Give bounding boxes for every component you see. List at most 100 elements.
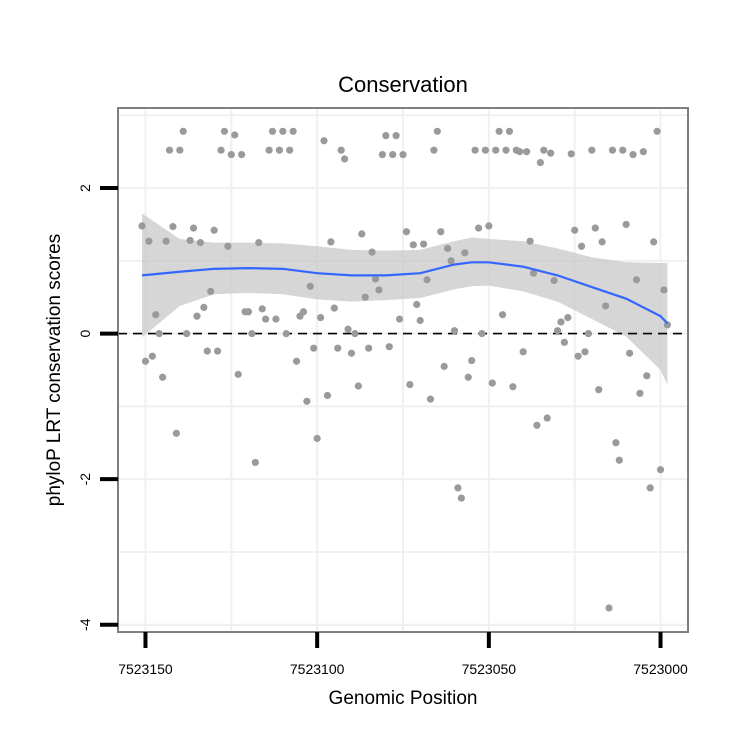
data-point xyxy=(495,127,503,135)
data-point xyxy=(200,303,208,312)
data-point xyxy=(323,391,332,400)
data-point xyxy=(330,304,338,312)
data-point xyxy=(341,155,349,163)
data-point xyxy=(238,150,246,159)
data-point xyxy=(159,373,167,381)
data-point xyxy=(402,228,411,236)
data-point xyxy=(464,373,472,381)
data-point xyxy=(529,269,538,277)
data-point xyxy=(334,344,342,352)
data-point xyxy=(389,150,397,159)
data-point xyxy=(426,395,435,403)
data-point xyxy=(179,127,187,135)
data-point xyxy=(444,244,452,253)
data-point xyxy=(413,300,421,309)
data-point xyxy=(557,318,565,326)
data-point xyxy=(210,226,218,234)
y-tick-label: 0 xyxy=(77,330,93,338)
x-tick-label: 7523000 xyxy=(633,661,688,677)
data-point xyxy=(207,287,215,295)
data-point xyxy=(354,382,362,390)
data-point xyxy=(598,238,606,246)
data-point xyxy=(162,237,170,245)
data-point xyxy=(251,458,259,467)
data-point xyxy=(327,238,335,246)
data-point xyxy=(550,276,558,285)
data-point xyxy=(286,146,294,154)
data-point xyxy=(581,348,589,356)
data-point xyxy=(368,248,376,256)
data-point xyxy=(183,330,191,338)
data-point xyxy=(574,352,582,360)
data-point xyxy=(213,347,222,355)
data-point xyxy=(196,239,205,247)
data-point xyxy=(365,344,373,352)
data-point xyxy=(526,237,534,245)
y-tick-label: -4 xyxy=(77,618,93,631)
data-point xyxy=(395,315,404,323)
data-point xyxy=(601,302,610,310)
data-point xyxy=(272,315,280,323)
data-point xyxy=(310,344,318,352)
data-point xyxy=(430,146,438,154)
data-point xyxy=(375,286,383,294)
data-point xyxy=(450,327,459,335)
confidence-band xyxy=(142,213,668,385)
data-point xyxy=(244,308,253,316)
data-point xyxy=(224,242,232,250)
data-point xyxy=(409,241,417,249)
data-point xyxy=(268,127,277,135)
data-point xyxy=(176,146,184,154)
data-point xyxy=(543,414,551,422)
data-point xyxy=(639,148,647,156)
data-point xyxy=(299,308,308,316)
data-point xyxy=(282,330,290,338)
data-point xyxy=(567,150,575,158)
data-point xyxy=(437,228,445,236)
data-point xyxy=(227,150,235,159)
data-point xyxy=(145,237,153,245)
data-point xyxy=(231,131,239,139)
data-point xyxy=(392,132,400,140)
data-point xyxy=(622,220,630,229)
data-point xyxy=(454,484,462,492)
data-point xyxy=(626,349,634,357)
data-point xyxy=(619,146,627,154)
data-point xyxy=(509,383,517,391)
data-point xyxy=(155,330,163,338)
data-point xyxy=(553,327,562,335)
data-point xyxy=(595,386,603,394)
y-tick-label: 2 xyxy=(77,184,93,192)
data-point xyxy=(361,293,369,301)
data-point xyxy=(646,484,654,492)
data-point xyxy=(481,146,490,154)
data-point xyxy=(172,429,180,437)
data-point xyxy=(660,286,668,294)
data-point xyxy=(382,132,390,140)
data-point xyxy=(220,127,229,135)
data-point xyxy=(536,158,544,167)
data-point xyxy=(505,127,514,135)
data-point xyxy=(440,362,448,370)
data-point xyxy=(258,305,266,313)
data-point xyxy=(152,311,160,319)
data-point xyxy=(193,312,201,320)
data-point xyxy=(399,150,407,159)
data-point xyxy=(608,146,617,154)
data-point xyxy=(138,222,146,230)
data-point xyxy=(416,316,424,325)
data-point xyxy=(488,379,496,387)
data-point xyxy=(320,137,328,145)
data-point xyxy=(468,356,476,365)
data-point xyxy=(203,347,211,355)
data-point xyxy=(656,466,665,474)
y-tick-label: -2 xyxy=(77,473,93,486)
data-point xyxy=(457,494,465,502)
data-point xyxy=(358,230,366,238)
data-point xyxy=(588,146,596,154)
data-point xyxy=(347,349,356,357)
data-point xyxy=(461,249,469,257)
data-point xyxy=(502,146,510,154)
data-point xyxy=(571,226,579,234)
